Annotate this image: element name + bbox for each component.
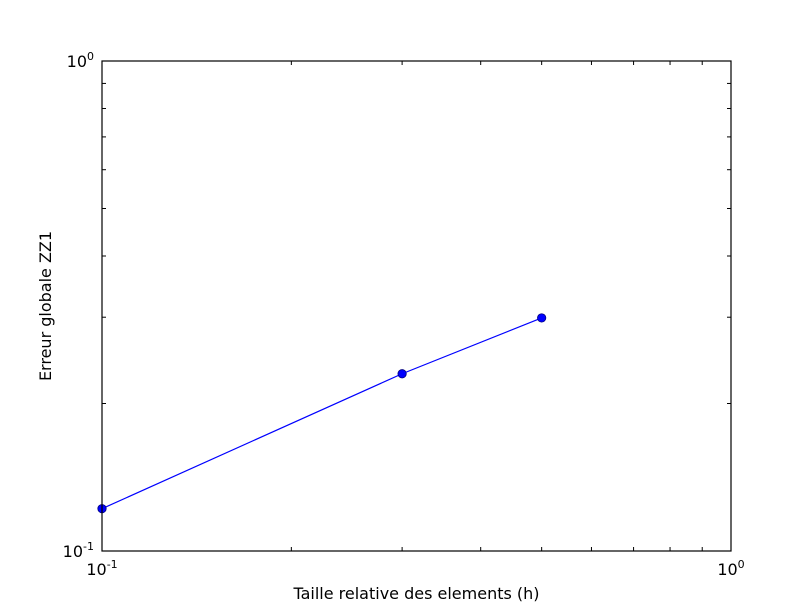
y-tick-label: 10-1: [63, 540, 94, 561]
tick-labels: 10-1 100 10-1 100: [63, 50, 745, 579]
data-point: [397, 369, 407, 379]
y-tick-label: 100: [67, 50, 94, 71]
x-tick-label: 10-1: [86, 558, 117, 579]
x-tick-label: 100: [717, 558, 744, 579]
y-axis-label: Erreur globale ZZ1: [36, 231, 55, 381]
plot-area: [102, 61, 731, 551]
minor-ticks: [102, 61, 731, 551]
plot-frame: [101, 60, 732, 552]
data-point: [537, 313, 547, 323]
x-axis-label: Taille relative des elements (h): [292, 584, 539, 603]
